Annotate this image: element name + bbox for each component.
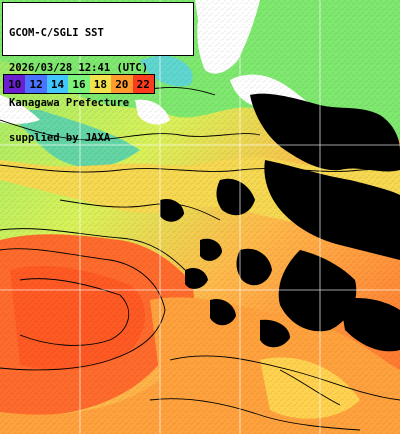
legend-tick-20: 20 [111, 75, 133, 93]
legend-tick-12: 12 [25, 75, 47, 93]
color-legend: 10 12 14 16 18 20 22 [3, 74, 155, 94]
title-line-1: GCOM-C/SGLI SST [9, 27, 104, 40]
legend-tick-16: 16 [68, 75, 90, 93]
legend-tick-22: 22 [132, 75, 154, 93]
title-line-4: supplied by JAXA [9, 131, 111, 144]
title-line-2: 2026/03/28 12:41 (UTC) [9, 61, 149, 74]
legend-tick-18: 18 [89, 75, 112, 93]
legend-tick-14: 14 [46, 75, 69, 93]
map-title-box: GCOM-C/SGLI SST 2026/03/28 12:41 (UTC) K… [2, 2, 194, 143]
title-line-3: Kanagawa Prefecture [9, 96, 130, 109]
legend-tick-10: 10 [4, 75, 26, 93]
